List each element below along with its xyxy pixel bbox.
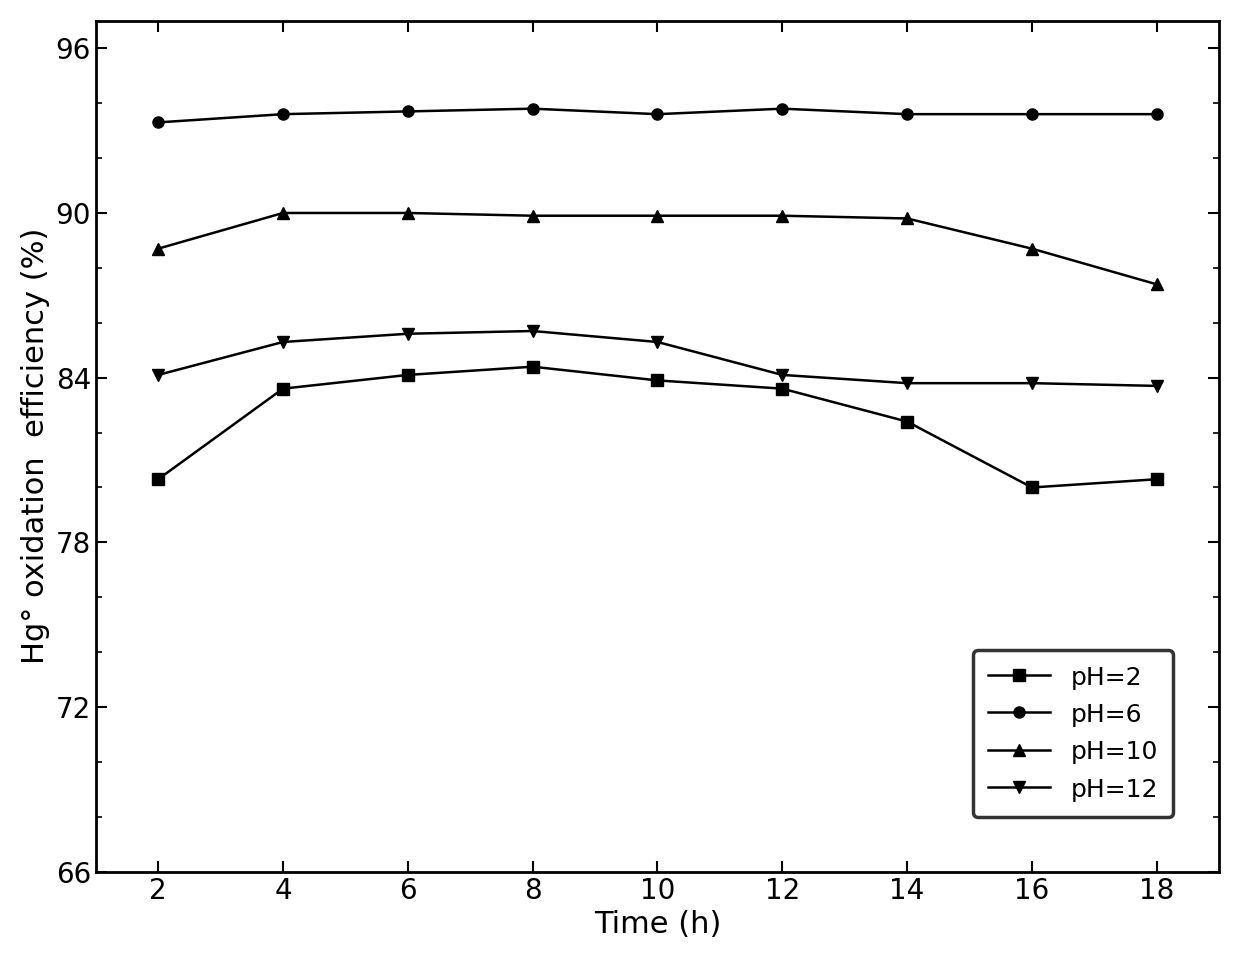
pH=10 bbox=[1024, 243, 1039, 254]
pH=12 bbox=[1024, 377, 1039, 389]
pH=6 bbox=[1149, 108, 1164, 120]
pH=6 bbox=[275, 108, 290, 120]
pH=6 bbox=[401, 106, 415, 117]
Line: pH=12: pH=12 bbox=[153, 325, 1162, 392]
pH=12 bbox=[775, 370, 790, 381]
pH=12 bbox=[1149, 380, 1164, 392]
pH=10 bbox=[650, 210, 665, 222]
pH=12 bbox=[900, 377, 915, 389]
pH=12 bbox=[275, 336, 290, 348]
pH=2 bbox=[775, 383, 790, 395]
Y-axis label: Hg° oxidation  efficiency (%): Hg° oxidation efficiency (%) bbox=[21, 228, 50, 664]
pH=6 bbox=[151, 116, 166, 128]
Line: pH=10: pH=10 bbox=[153, 207, 1162, 290]
pH=6 bbox=[1024, 108, 1039, 120]
Line: pH=2: pH=2 bbox=[153, 361, 1162, 493]
pH=2 bbox=[1024, 482, 1039, 493]
pH=2 bbox=[401, 370, 415, 381]
pH=2 bbox=[900, 416, 915, 427]
pH=2 bbox=[151, 473, 166, 485]
pH=2 bbox=[1149, 473, 1164, 485]
pH=10 bbox=[401, 207, 415, 219]
pH=12 bbox=[151, 370, 166, 381]
pH=12 bbox=[401, 328, 415, 340]
X-axis label: Time (h): Time (h) bbox=[594, 910, 722, 939]
pH=12 bbox=[526, 325, 541, 337]
pH=10 bbox=[151, 243, 166, 254]
pH=6 bbox=[900, 108, 915, 120]
Legend: pH=2, pH=6, pH=10, pH=12: pH=2, pH=6, pH=10, pH=12 bbox=[973, 650, 1173, 817]
pH=6 bbox=[650, 108, 665, 120]
pH=12 bbox=[650, 336, 665, 348]
pH=10 bbox=[900, 213, 915, 225]
pH=2 bbox=[526, 361, 541, 372]
pH=10 bbox=[775, 210, 790, 222]
pH=6 bbox=[775, 103, 790, 114]
pH=2 bbox=[275, 383, 290, 395]
pH=2 bbox=[650, 374, 665, 386]
pH=6 bbox=[526, 103, 541, 114]
pH=10 bbox=[275, 207, 290, 219]
pH=10 bbox=[1149, 278, 1164, 290]
Line: pH=6: pH=6 bbox=[153, 103, 1162, 128]
pH=10 bbox=[526, 210, 541, 222]
